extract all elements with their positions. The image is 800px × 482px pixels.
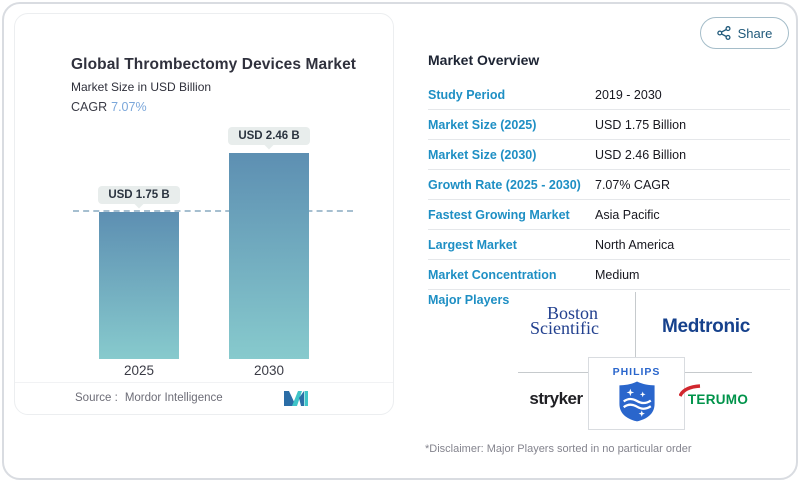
philips-shield-icon [618,380,656,422]
bar-value-pill-2025: USD 1.75 B [98,186,180,204]
share-icon [716,26,731,40]
bar-value-label: USD 2.46 B [238,130,300,142]
philips-wordmark: PHILIPS [612,365,661,378]
overview-table: Study Period 2019 - 2030 Market Size (20… [428,80,790,290]
overview-row-growth-rate: Growth Rate (2025 - 2030) 7.07% CAGR [428,170,790,200]
bar-2030 [229,153,309,359]
cagr-row: CAGR 7.07% [71,100,147,114]
philips-logo-box: PHILIPS [588,357,685,430]
source-name: Mordor Intelligence [124,392,223,404]
overview-row-label: Fastest Growing Market [428,207,570,222]
boston-scientific-line1: Boston [547,303,599,323]
overview-row-label: Market Concentration [428,267,557,282]
disclaimer-text: *Disclaimer: Major Players sorted in no … [425,443,692,455]
bar-value-pill-2030: USD 2.46 B [228,127,310,145]
cagr-label: CAGR [71,100,108,114]
overview-row-fastest-growing-market: Fastest Growing Market Asia Pacific [428,200,790,230]
overview-row-label: Market Size (2025) [428,117,537,132]
overview-row-value: Medium [595,267,640,282]
medtronic-logo: Medtronic [661,316,751,337]
stryker-logo: stryker [529,389,583,408]
connector-line-left [518,372,588,373]
overview-row-label: Growth Rate (2025 - 2030) [428,177,581,192]
connector-line-right [683,372,752,373]
boston-scientific-logo: Boston Scientific [530,303,630,338]
overview-row-value: 7.07% CAGR [595,177,671,192]
share-label: Share [737,25,773,41]
overview-row-market-size-2030: Market Size (2030) USD 2.46 Billion [428,140,790,170]
chart-title: Global Thrombectomy Devices Market [71,56,357,73]
source-row: Source : Mordor Intelligence [75,392,223,404]
source-divider [15,382,393,383]
source-label: Source : [75,392,118,404]
major-players-label: Major Players [428,293,510,307]
overview-row-value: USD 2.46 Billion [595,147,687,162]
overview-row-largest-market: Largest Market North America [428,230,790,260]
overview-row-value: Asia Pacific [595,207,660,222]
overview-row-value: North America [595,237,675,252]
overview-row-label: Market Size (2030) [428,147,537,162]
share-button[interactable]: Share [700,17,789,49]
overview-row-value: USD 1.75 Billion [595,117,687,132]
reference-dashline [73,210,353,212]
terumo-swoosh-icon [678,384,701,401]
overview-row-label: Largest Market [428,237,517,252]
overview-row-label: Study Period [428,87,506,102]
bar-2025 [99,212,179,359]
overview-row-market-concentration: Market Concentration Medium [428,260,790,290]
x-axis-label-2030: 2030 [253,363,285,378]
x-axis-label-2025: 2025 [123,363,155,378]
terumo-logo: TERUMO [678,384,753,407]
mordor-intelligence-logo-icon [283,390,309,412]
overview-row-study-period: Study Period 2019 - 2030 [428,80,790,110]
overview-row-value: 2019 - 2030 [595,87,662,102]
bar-value-label: USD 1.75 B [108,189,170,201]
bar-column-2025: USD 1.75 B [98,186,180,359]
boston-scientific-line2: Scientific [530,318,599,338]
terumo-wordmark: TERUMO [687,392,749,407]
bar-column-2030: USD 2.46 B [228,127,310,359]
chart-subtitle: Market Size in USD Billion [71,80,212,94]
connector-line-vertical [635,292,636,357]
overview-title: Market Overview [428,52,540,68]
chart-card: Global Thrombectomy Devices Market Marke… [14,13,394,415]
overview-row-market-size-2025: Market Size (2025) USD 1.75 Billion [428,110,790,140]
cagr-value: 7.07% [111,100,147,114]
